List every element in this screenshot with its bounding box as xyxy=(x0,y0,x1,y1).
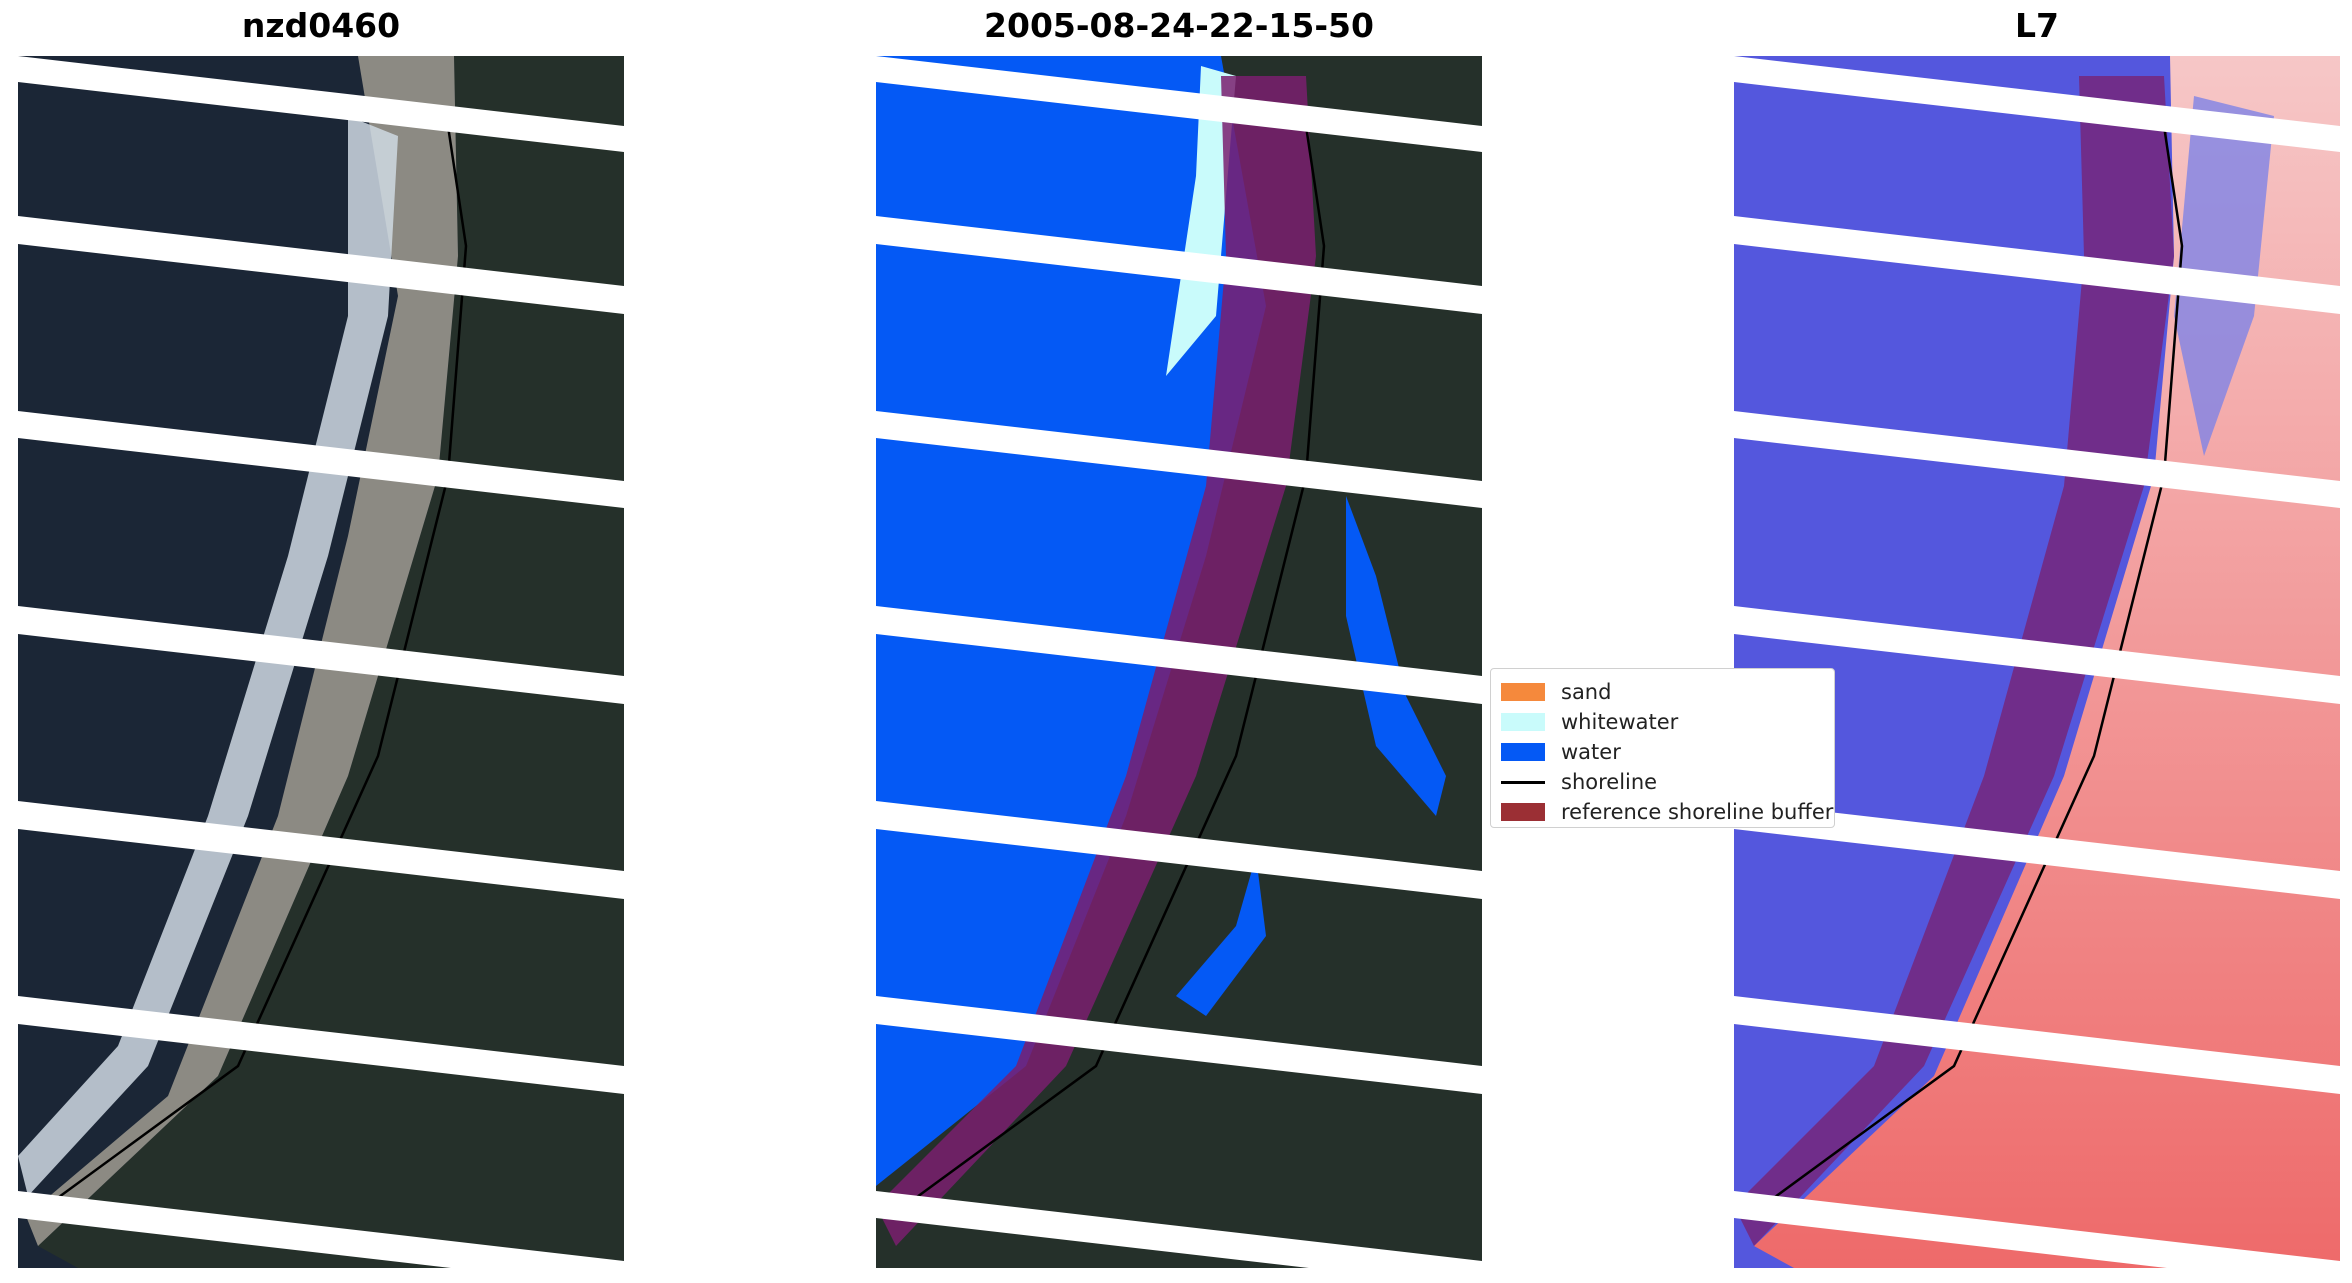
inland-water-class xyxy=(1346,496,1446,816)
shoreline-swatch xyxy=(1501,780,1545,784)
classified-image-panel xyxy=(876,56,1482,1268)
water-swatch xyxy=(1501,743,1545,761)
shoreline-line xyxy=(1748,125,2184,1218)
legend-label: shoreline xyxy=(1561,770,1658,794)
legend-item-sand: sand xyxy=(1501,677,1824,707)
panel-title-satellite: L7 xyxy=(2015,6,2059,45)
surf-zone xyxy=(18,116,398,1196)
legend-item-reference-buffer: reference shoreline buffer xyxy=(1501,797,1833,827)
index-image-panel xyxy=(1734,56,2340,1268)
rgb-image xyxy=(18,56,624,1268)
legend: sand whitewater water shoreline referenc… xyxy=(1490,668,1835,828)
legend-item-whitewater: whitewater xyxy=(1501,707,1824,737)
panel-title-date: 2005-08-24-22-15-50 xyxy=(984,6,1374,45)
legend-item-shoreline: shoreline xyxy=(1501,767,1824,797)
rgb-image-panel xyxy=(18,56,624,1268)
legend-label: reference shoreline buffer xyxy=(1561,800,1834,824)
water-class xyxy=(876,56,1266,1186)
scanline-gaps xyxy=(18,56,624,1268)
buffer-swatch xyxy=(1501,803,1545,821)
lagoon-water-class xyxy=(1176,856,1266,1016)
legend-label: water xyxy=(1561,740,1621,764)
forest-area xyxy=(38,56,624,1268)
sand-swatch xyxy=(1501,683,1545,701)
index-image xyxy=(1734,56,2340,1268)
legend-label: whitewater xyxy=(1561,710,1679,734)
whitewater-class xyxy=(1166,66,1236,376)
shoreline-line xyxy=(890,125,1326,1218)
scanline-gaps xyxy=(1734,56,2340,1268)
whitewater-swatch xyxy=(1501,713,1545,731)
classified-image xyxy=(876,56,1482,1268)
scanline-gaps xyxy=(876,56,1482,1268)
legend-label: sand xyxy=(1561,680,1612,704)
legend-item-water: water xyxy=(1501,737,1824,767)
panel-title-image: nzd0460 xyxy=(241,6,401,45)
shoreline-line xyxy=(32,125,468,1218)
